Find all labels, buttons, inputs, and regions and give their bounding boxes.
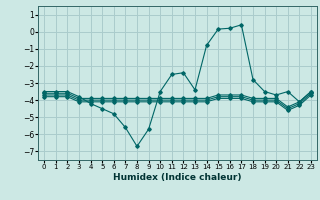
- X-axis label: Humidex (Indice chaleur): Humidex (Indice chaleur): [113, 173, 242, 182]
